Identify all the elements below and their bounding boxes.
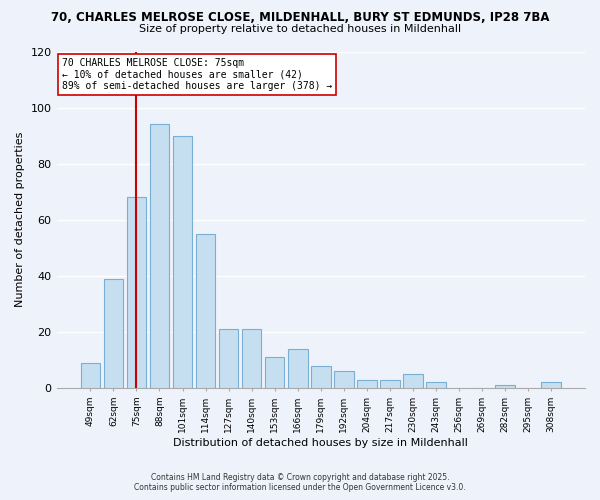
Bar xyxy=(104,278,123,388)
Text: Size of property relative to detached houses in Mildenhall: Size of property relative to detached ho… xyxy=(139,24,461,34)
Bar xyxy=(403,374,423,388)
Bar xyxy=(334,371,353,388)
Bar xyxy=(127,198,146,388)
X-axis label: Distribution of detached houses by size in Mildenhall: Distribution of detached houses by size … xyxy=(173,438,468,448)
Bar xyxy=(265,357,284,388)
Bar xyxy=(357,380,377,388)
Text: 70, CHARLES MELROSE CLOSE, MILDENHALL, BURY ST EDMUNDS, IP28 7BA: 70, CHARLES MELROSE CLOSE, MILDENHALL, B… xyxy=(51,11,549,24)
Text: Contains HM Land Registry data © Crown copyright and database right 2025.
Contai: Contains HM Land Registry data © Crown c… xyxy=(134,473,466,492)
Y-axis label: Number of detached properties: Number of detached properties xyxy=(15,132,25,308)
Bar xyxy=(380,380,400,388)
Bar xyxy=(288,348,308,388)
Bar xyxy=(219,329,238,388)
Bar xyxy=(173,136,193,388)
Bar xyxy=(149,124,169,388)
Bar xyxy=(426,382,446,388)
Bar xyxy=(541,382,561,388)
Bar xyxy=(496,385,515,388)
Bar xyxy=(242,329,262,388)
Bar xyxy=(311,366,331,388)
Bar xyxy=(80,362,100,388)
Text: 70 CHARLES MELROSE CLOSE: 75sqm
← 10% of detached houses are smaller (42)
89% of: 70 CHARLES MELROSE CLOSE: 75sqm ← 10% of… xyxy=(62,58,332,92)
Bar xyxy=(196,234,215,388)
